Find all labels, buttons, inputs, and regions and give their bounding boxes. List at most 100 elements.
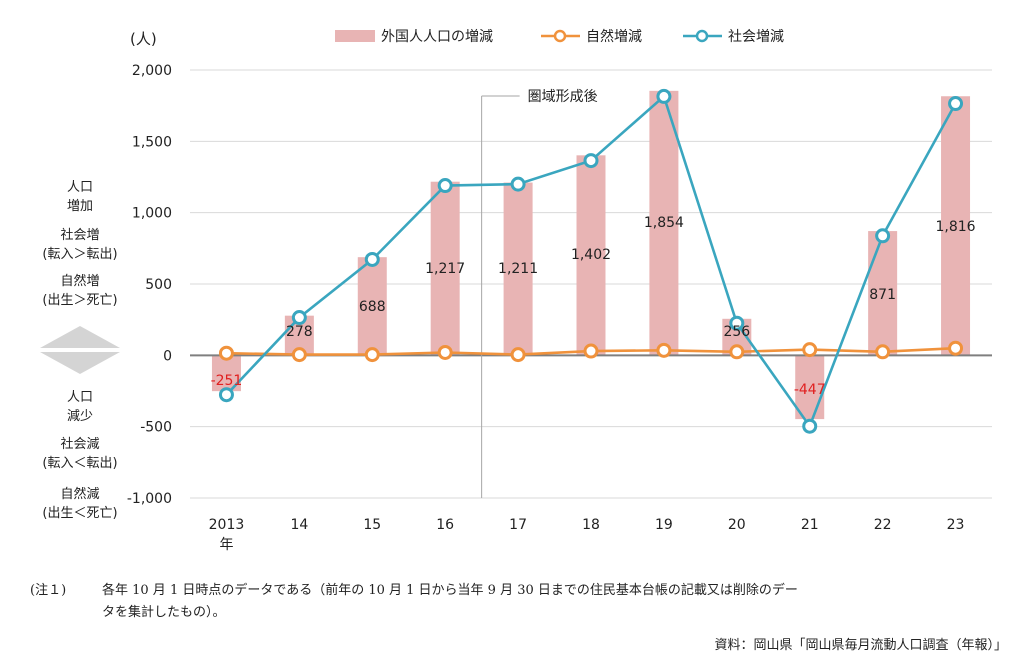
y-unit-label: (人) — [130, 30, 157, 48]
decrease-sub: 減少 — [66, 409, 93, 424]
bar-data-label: 1,217 — [425, 261, 465, 277]
increase-title: 人口 — [66, 180, 93, 195]
increase-sub: 増加 — [66, 199, 93, 214]
natural-decrease: 自然減 — [60, 487, 100, 502]
bar — [503, 182, 533, 356]
x-tick-label: 20 — [728, 517, 746, 533]
social-decrease-labels: 社会減 (転入＜転出) — [20, 435, 140, 473]
x-tick-label: 23 — [947, 517, 965, 533]
social-decrease: 社会減 — [60, 437, 100, 452]
bar — [868, 231, 898, 356]
x-tick-label: 22 — [874, 517, 892, 533]
x-tick-label: 14 — [290, 517, 308, 533]
series-point — [583, 153, 599, 169]
series-point — [218, 345, 234, 361]
social-increase-desc: (転入＞転出) — [42, 247, 118, 262]
series-point — [291, 310, 307, 326]
footnote-label: (注１) — [30, 583, 67, 598]
annotation: 圏域形成後 — [481, 89, 598, 498]
bar-data-label: 278 — [286, 324, 313, 340]
legend-swatch-marker — [695, 29, 709, 43]
bar — [795, 355, 825, 420]
bar-data-label: -251 — [211, 373, 243, 389]
social-increase: 社会増 — [60, 228, 100, 243]
bar-data-label: 1,854 — [644, 215, 684, 231]
bar — [430, 181, 460, 356]
x-tick-label: 19 — [655, 517, 673, 533]
series-point — [948, 96, 964, 112]
increase-labels: 人口 増加 — [30, 178, 130, 216]
x-tick-label: 17 — [509, 517, 527, 533]
natural-increase-desc: (出生＞死亡) — [42, 293, 118, 308]
series-point — [437, 344, 453, 360]
bar-data-label: 871 — [869, 287, 896, 303]
chart: (人) 外国人人口の増減 自然増減 社会増減 2,000 1,500 1,000 500 0… — [40, 28, 992, 553]
social-decrease-desc: (転入＜転出) — [42, 456, 118, 471]
bar — [357, 257, 387, 356]
y-tick-label: -1,000 — [127, 491, 172, 507]
source: 資料：岡山県「岡山県毎月流動人口調査（年報）」 — [714, 638, 1007, 653]
series-point — [802, 342, 818, 358]
x-tick-label: 16 — [436, 517, 454, 533]
annotation-label: 圏域形成後 — [528, 89, 598, 105]
natural-decrease-labels: 自然減 (出生＜死亡) — [20, 485, 140, 523]
lines — [218, 88, 964, 434]
series-point — [218, 387, 234, 403]
legend: 外国人人口の増減 自然増減 社会増減 — [335, 28, 784, 45]
natural-increase-labels: 自然増 (出生＞死亡) — [20, 272, 140, 310]
bar-data-label: 1,402 — [571, 247, 611, 263]
decrease-title: 人口 — [66, 390, 93, 405]
decrease-labels: 人口 減少 — [30, 388, 130, 426]
series-point — [656, 342, 672, 358]
x-tick-label: 21 — [801, 517, 819, 533]
y-tick-label: 0 — [163, 348, 172, 364]
series-point — [437, 178, 453, 194]
series-point — [729, 315, 745, 331]
y-tick-label: 500 — [145, 277, 172, 293]
series-point — [364, 347, 380, 363]
y-axis: 2,000 1,500 1,000 500 0 -500 -1,000 — [127, 63, 172, 507]
legend-swatch-bar — [335, 30, 375, 42]
legend-swatch-marker — [553, 29, 567, 43]
bar — [941, 96, 971, 356]
up-down-arrow-icon — [40, 326, 120, 374]
bar-data-label: 1,816 — [935, 219, 975, 235]
legend-label: 外国人人口の増減 — [381, 28, 493, 45]
footnote-line2: タを集計したもの）。 — [102, 605, 226, 620]
series-point — [583, 343, 599, 359]
bar-data-label: 256 — [723, 324, 750, 340]
legend-label: 社会増減 — [728, 28, 784, 45]
x-tick-label: 15 — [363, 517, 381, 533]
bar-data-label: 1,211 — [498, 261, 538, 277]
social-increase-labels: 社会増 (転入＞転出) — [20, 226, 140, 264]
y-tick-label: 2,000 — [132, 63, 172, 79]
series-point — [948, 340, 964, 356]
series-point — [875, 228, 891, 244]
series-point — [510, 176, 526, 192]
legend-label: 自然増減 — [586, 28, 642, 45]
x-tick-label: 2013 — [209, 517, 245, 533]
bar-labels: -251 278 688 1,217 1,211 1,402 1,854 256 -447 871… — [211, 215, 976, 398]
series-point — [875, 344, 891, 360]
bar-data-label: 688 — [359, 299, 386, 315]
bar-data-label: -447 — [794, 382, 826, 398]
bar — [649, 90, 679, 356]
series-point — [656, 88, 672, 104]
y-tick-label: 1,500 — [132, 134, 172, 150]
bar — [576, 155, 606, 356]
x-axis: 2013 14 15 16 17 18 19 20 21 22 23 年 — [209, 517, 965, 553]
x-tick-suffix: 年 — [219, 537, 233, 553]
series-point — [364, 251, 380, 267]
footnote-line1: 各年 10 月 1 日時点のデータである（前年の 10 月 1 日から当年 9 … — [102, 583, 798, 598]
natural-increase: 自然増 — [60, 274, 100, 289]
x-tick-label: 18 — [582, 517, 600, 533]
series-point — [291, 347, 307, 363]
natural-decrease-desc: (出生＜死亡) — [42, 506, 118, 521]
bars — [211, 90, 971, 420]
series-point — [802, 418, 818, 434]
y-tick-label: -500 — [140, 420, 172, 436]
series-point — [729, 344, 745, 360]
series-point — [510, 347, 526, 363]
y-tick-label: 1,000 — [132, 206, 172, 222]
footnote: (注１) 各年 10 月 1 日時点のデータである（前年の 10 月 1 日から当… — [30, 580, 1020, 624]
